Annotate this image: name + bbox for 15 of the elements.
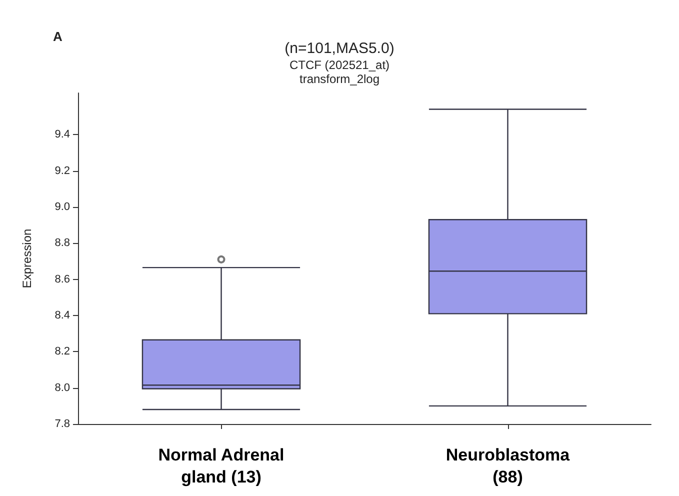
y-tick-label: 9.2 <box>54 164 70 177</box>
text: A <box>53 29 63 44</box>
x-tick-label: Normal Adrenal gland (13) <box>158 446 284 486</box>
y-tick-label: 8.8 <box>54 237 70 250</box>
y-axis-title: Expression <box>20 228 34 288</box>
y-tick-label: 8.2 <box>54 346 70 358</box>
chart-title: (n=101,MAS5.0) <box>284 40 394 57</box>
y-tick-label: 8.6 <box>54 273 70 286</box>
y-tick-label: 8.0 <box>54 382 70 394</box>
y-tick-label: 7.8 <box>54 418 70 430</box>
x-tick-label: Neuroblastoma (88) <box>446 446 570 486</box>
chart-subtitle: CTCF (202521_at) transform_2log <box>289 58 390 86</box>
y-tick-label: 8.4 <box>54 309 70 322</box>
y-tick-label: 9.4 <box>54 128 70 141</box>
y-tick-label: 9.0 <box>54 200 70 213</box>
